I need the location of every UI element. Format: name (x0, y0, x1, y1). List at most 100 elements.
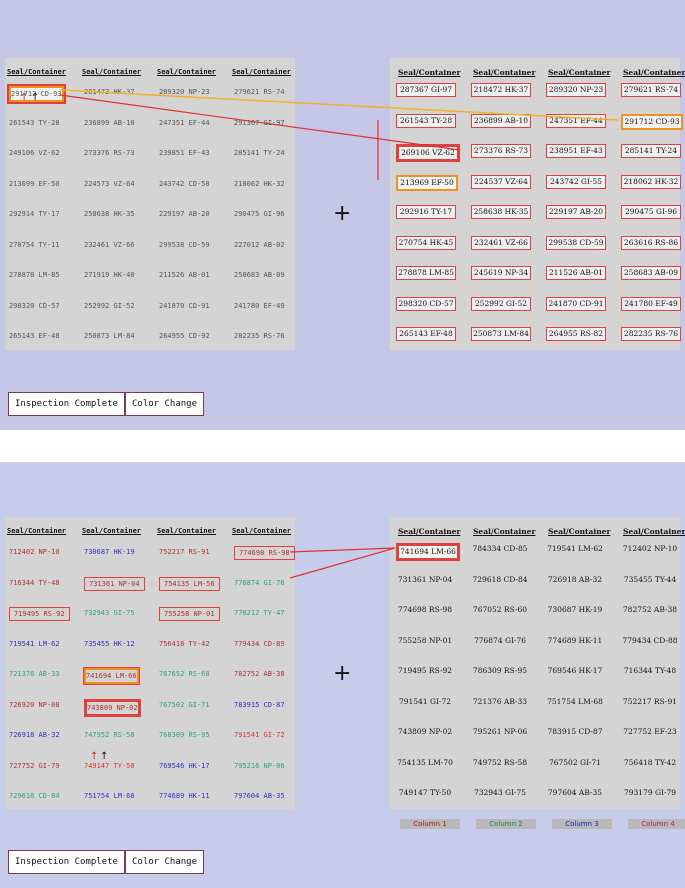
seal-cell[interactable]: 743809 NP-02 (397, 727, 453, 736)
seal-cell[interactable]: 730687 HK-19 (547, 605, 603, 614)
seal-cell[interactable]: 731361 NP-04 (397, 574, 453, 584)
seal-cell[interactable]: 243742 GI-55 (546, 174, 606, 189)
seal-cell[interactable]: 795261 NP-06 (472, 727, 528, 736)
seal-cell[interactable]: 727752 EF-23 (623, 727, 677, 736)
seal-cell[interactable]: 732943 GI-75 (473, 788, 527, 797)
seal-cell[interactable]: 752217 RS-91 (622, 696, 678, 706)
seal-cell[interactable]: 292916 TY-17 (396, 205, 456, 219)
seal-cell[interactable]: 263616 RS-86 (621, 235, 681, 250)
seal-cell[interactable]: 783915 CD-87 (547, 727, 603, 736)
seal-cell[interactable]: 769546 HK-17 (159, 761, 210, 770)
seal-cell[interactable]: 236899 AB-10 (471, 113, 531, 128)
seal-cell[interactable]: 291712 CD-93 (621, 113, 683, 130)
seal-cell[interactable]: 211526 AB-01 (546, 266, 606, 280)
seal-cell[interactable]: 756418 TY-42 (623, 757, 677, 767)
seal-cell[interactable]: 243742 CD-58 (159, 179, 210, 188)
seal-cell[interactable]: 751754 LM-68 (547, 696, 603, 706)
seal-cell[interactable]: 261543 TY-28 (396, 113, 456, 128)
seal-cell[interactable]: 767502 GI-71 (548, 757, 602, 767)
seal-cell[interactable]: 730687 HK-19 (84, 548, 135, 556)
seal-cell[interactable]: 716344 TY-48 (9, 578, 60, 587)
seal-cell[interactable]: 299538 CD-59 (159, 240, 210, 249)
seal-cell[interactable]: 791541 GI-72 (398, 696, 452, 706)
seal-cell[interactable]: 252992 GI-52 (84, 301, 135, 310)
seal-cell[interactable]: 218472 HK-37 (471, 83, 531, 97)
seal-cell[interactable]: 769546 HK-17 (547, 666, 603, 675)
seal-cell[interactable]: 712402 NP-10 (9, 548, 60, 556)
seal-cell[interactable]: 767652 RS-60 (159, 670, 210, 678)
seal-cell[interactable]: 719541 LM-62 (9, 639, 60, 648)
seal-cell[interactable]: 754135 LM-70 (397, 757, 453, 767)
seal-cell[interactable]: 265143 EF-48 (9, 332, 60, 340)
seal-cell[interactable]: 258638 HK-35 (471, 205, 531, 219)
seal-cell[interactable]: 298320 CD-57 (9, 301, 60, 310)
seal-cell[interactable]: 795216 NP-06 (234, 761, 285, 770)
seal-cell[interactable]: 241870 CD-91 (546, 296, 606, 311)
seal-cell[interactable]: 279621 RS-74 (234, 88, 285, 96)
seal-cell[interactable]: 776874 GI-76 (473, 635, 527, 645)
seal-cell[interactable]: 238951 EF-43 (546, 144, 606, 158)
seal-cell[interactable]: 290475 GI-96 (234, 210, 285, 218)
seal-cell[interactable]: 721376 AB-33 (472, 696, 528, 706)
seal-cell[interactable]: 721376 AB-33 (9, 670, 60, 678)
seal-cell[interactable]: 719495 RS-92 (397, 666, 453, 675)
seal-cell[interactable]: 252992 GI-52 (471, 296, 531, 311)
seal-cell[interactable]: 767502 GI-71 (159, 700, 210, 709)
seal-cell[interactable]: 778212 TY-47 (234, 609, 285, 617)
seal-cell[interactable]: 281472 HK-37 (84, 88, 135, 96)
seal-cell[interactable]: 241780 EF-49 (234, 301, 285, 310)
seal-cell[interactable]: 224573 VZ-64 (84, 179, 135, 188)
seal-cell[interactable]: 768309 RS-95 (159, 731, 210, 739)
seal-cell[interactable]: 227012 AB-02 (234, 240, 285, 249)
seal-cell[interactable]: 779434 CD-88 (622, 635, 678, 645)
seal-cell[interactable]: 264955 RS-82 (546, 327, 606, 341)
seal-cell[interactable]: 783915 CD-87 (234, 700, 285, 709)
seal-cell[interactable]: 239851 EF-43 (159, 149, 210, 157)
seal-cell[interactable]: 271919 HK-40 (84, 271, 135, 279)
seal-cell[interactable]: 247351 EF-44 (159, 118, 210, 127)
seal-cell[interactable]: 292914 TY-17 (9, 210, 60, 218)
seal-cell[interactable]: 774689 HK-11 (159, 792, 210, 800)
seal-cell[interactable]: 224537 VZ-64 (471, 174, 531, 189)
seal-cell[interactable]: 754135 LM-56 (159, 576, 220, 591)
seal-cell[interactable]: 299538 CD-59 (546, 235, 606, 250)
seal-cell[interactable]: 229197 AB-20 (159, 210, 210, 218)
seal-cell[interactable]: 229197 AB-20 (546, 205, 606, 219)
color-change-button[interactable]: Color Change (125, 392, 205, 416)
seal-cell[interactable]: 264955 CD-92 (159, 332, 210, 340)
seal-cell[interactable]: 719541 LM-62 (547, 544, 603, 553)
seal-cell[interactable]: 732943 GI-75 (84, 609, 135, 617)
seal-cell[interactable]: 716344 TY-48 (623, 666, 677, 675)
seal-cell[interactable]: 779434 CD-89 (234, 639, 285, 648)
seal-cell[interactable]: 749147 TY-50 (398, 788, 452, 797)
seal-cell[interactable]: 232461 VZ-66 (84, 240, 135, 249)
seal-cell[interactable]: 731361 NP-04 (84, 576, 145, 591)
seal-cell[interactable]: 213699 EF-50 (9, 179, 60, 188)
seal-cell[interactable]: 751754 LM-68 (84, 792, 135, 800)
seal-cell[interactable]: 282235 RS-76 (621, 327, 681, 341)
seal-cell[interactable]: 250873 LM-84 (84, 332, 135, 340)
seal-cell[interactable]: 793179 GI-79 (623, 788, 677, 797)
seal-cell[interactable]: 247351 EF-44 (546, 113, 606, 128)
seal-cell[interactable]: 749147 TY-50 (84, 761, 135, 770)
seal-cell[interactable]: 755258 NP-01 (397, 635, 453, 645)
seal-cell[interactable]: 241780 EF-49 (621, 296, 681, 311)
seal-cell[interactable]: 727752 GI-79 (9, 761, 60, 770)
seal-cell[interactable]: 752217 RS-91 (159, 548, 210, 556)
seal-cell[interactable]: 797604 AB-35 (234, 792, 285, 800)
seal-cell[interactable]: 747952 RS-58 (84, 731, 135, 739)
seal-cell[interactable]: 249106 VZ-62 (9, 149, 60, 157)
seal-cell[interactable]: 291367 GI-97 (234, 118, 285, 127)
seal-cell[interactable]: 735455 TY-44 (623, 574, 677, 584)
seal-cell[interactable]: 791541 GI-72 (234, 731, 285, 739)
seal-cell[interactable]: 767052 RS-60 (472, 605, 528, 614)
seal-cell[interactable]: 270754 TY-11 (9, 240, 60, 249)
seal-cell[interactable]: 279621 RS-74 (621, 83, 681, 97)
seal-cell[interactable]: 218062 HK-32 (234, 179, 285, 188)
seal-cell[interactable]: 741694 LM-66 (396, 543, 460, 561)
seal-cell[interactable]: 213969 EF-50 (396, 174, 458, 191)
seal-cell[interactable]: 258683 AB-09 (621, 266, 681, 280)
seal-cell[interactable]: 774698 RS-98 (234, 546, 295, 560)
seal-cell[interactable]: 270754 HK-45 (396, 235, 456, 250)
seal-cell[interactable]: 245619 NP-34 (471, 266, 531, 280)
